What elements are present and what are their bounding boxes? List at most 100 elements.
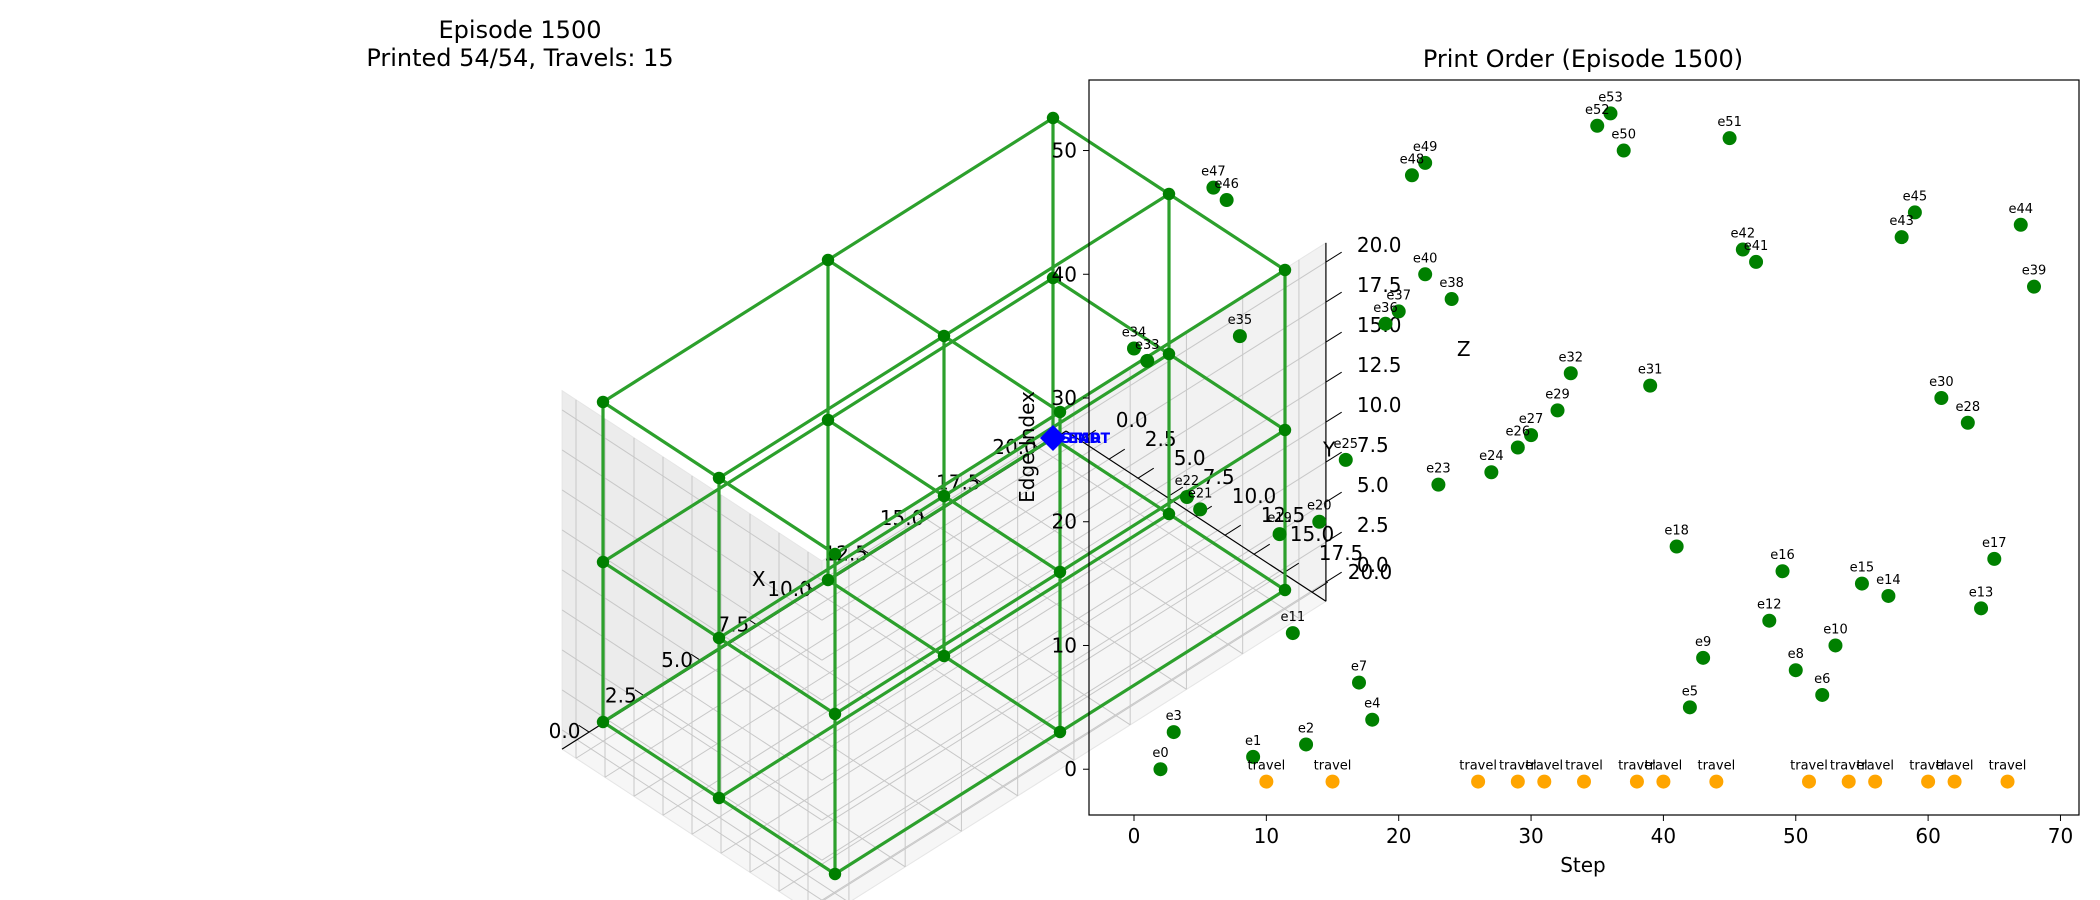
x-tick-label: 40 [1651, 824, 1676, 848]
frame-edge [602, 400, 720, 480]
scatter-point [1762, 613, 1777, 628]
scatter-point [1206, 180, 1221, 195]
point-label: e20 [1307, 499, 1332, 514]
point-label: e16 [1770, 548, 1795, 563]
y-tick-label: 5.0 [1174, 446, 1206, 470]
y-tick-label: 20 [1052, 510, 1077, 534]
point-label: e48 [1400, 152, 1425, 167]
frame-edge [718, 636, 836, 716]
z-tick [1325, 371, 1342, 383]
scatter-point [1696, 650, 1711, 665]
scatter-point [1246, 749, 1261, 764]
point-label: e36 [1373, 301, 1398, 316]
point-label: e27 [1519, 412, 1544, 427]
point-label: e34 [1122, 326, 1147, 341]
scatter-point [1510, 774, 1525, 789]
point-label: travel [1525, 759, 1563, 774]
scatter-point [1325, 774, 1340, 789]
y-tick-label: 2.5 [1145, 427, 1177, 451]
scatter-frame [1088, 79, 2080, 816]
x-tick-label: 0 [1128, 824, 1141, 848]
frame-edge [718, 476, 836, 556]
frame-edge [1059, 428, 1286, 574]
grid-floor-x [1038, 447, 1300, 619]
point-label: e39 [2022, 264, 2047, 279]
frame-node [1162, 507, 1176, 521]
scatter-point [1391, 304, 1406, 319]
scatter-point [1590, 118, 1605, 133]
scatter-point [1974, 601, 1989, 616]
y-tick [1108, 448, 1126, 460]
scatter-point [1709, 774, 1724, 789]
frame-node [828, 547, 842, 561]
point-label: travel [1499, 759, 1537, 774]
frame-edge [1052, 116, 1170, 196]
scatter-point [1378, 316, 1393, 331]
scatter-point [1563, 366, 1578, 381]
y-tick-label: 17.5 [1319, 541, 1364, 565]
scatter-point [1722, 131, 1737, 146]
plot3d-start-marker: START END [1040, 425, 1111, 451]
scatter-point [1259, 774, 1274, 789]
point-label: e40 [1413, 251, 1438, 266]
z-tick-label: 12.5 [1357, 353, 1402, 377]
scatter-point [1352, 675, 1366, 690]
y-tick [1253, 543, 1271, 555]
scatter-point [1285, 626, 1300, 641]
point-label: travel [1618, 759, 1656, 774]
point-label: e46 [1214, 177, 1239, 192]
frame-edge [943, 334, 1061, 414]
point-label: e14 [1876, 573, 1901, 588]
scatter-point [1272, 527, 1287, 542]
point-label: e26 [1506, 425, 1531, 440]
point-label: travel [1936, 759, 1974, 774]
frame-edge [1168, 352, 1286, 432]
z-tick [1325, 571, 1342, 583]
frame-node [937, 329, 951, 343]
point-label: e1 [1245, 734, 1261, 749]
point-label: e2 [1298, 721, 1314, 736]
scatter-point [1299, 737, 1314, 752]
point-label: e47 [1201, 165, 1226, 180]
point-label: e13 [1969, 585, 1994, 600]
scatter-point [1828, 638, 1843, 653]
z-tick [1325, 291, 1342, 303]
frame-node [596, 715, 610, 729]
scatter-point [1682, 700, 1697, 715]
frame-node [1162, 187, 1176, 201]
z-tick [1325, 531, 1342, 543]
frame-node [937, 649, 951, 663]
x-tick-label: 10 [1254, 824, 1279, 848]
scatter-point [1894, 230, 1909, 245]
point-label: e23 [1426, 462, 1451, 477]
frame-node [712, 791, 726, 805]
scatter-point [1643, 378, 1658, 393]
plot3d-ylabel: Y [1322, 437, 1336, 461]
frame-edge [834, 570, 1061, 716]
frame-edge [602, 578, 829, 724]
frame-edge [718, 494, 945, 640]
frame-node [828, 867, 842, 881]
point-label: e51 [1717, 115, 1742, 130]
frame-edge [602, 418, 829, 564]
point-label: travel [1314, 759, 1352, 774]
scatter-point [1934, 391, 1949, 406]
point-label: e30 [1929, 375, 1954, 390]
z-tick-label: 20.0 [1357, 233, 1402, 257]
z-tick-label: 17.5 [1357, 273, 1402, 297]
y-tick-label: 0 [1064, 757, 1077, 781]
point-label: e9 [1695, 635, 1711, 650]
z-tick [1325, 491, 1342, 503]
frame-node [821, 413, 835, 427]
plot3d-title-line1: Episode 1500 [439, 16, 602, 44]
start-diamond [1040, 425, 1066, 451]
grid-left-z [561, 409, 823, 581]
scatter-point [1537, 774, 1552, 789]
frame-edge [827, 258, 945, 338]
point-label: travel [1830, 759, 1868, 774]
plot3d-xlabel: X [752, 567, 766, 591]
point-label: e6 [1814, 672, 1830, 687]
point-label: travel [1645, 759, 1683, 774]
frame-node [596, 395, 610, 409]
